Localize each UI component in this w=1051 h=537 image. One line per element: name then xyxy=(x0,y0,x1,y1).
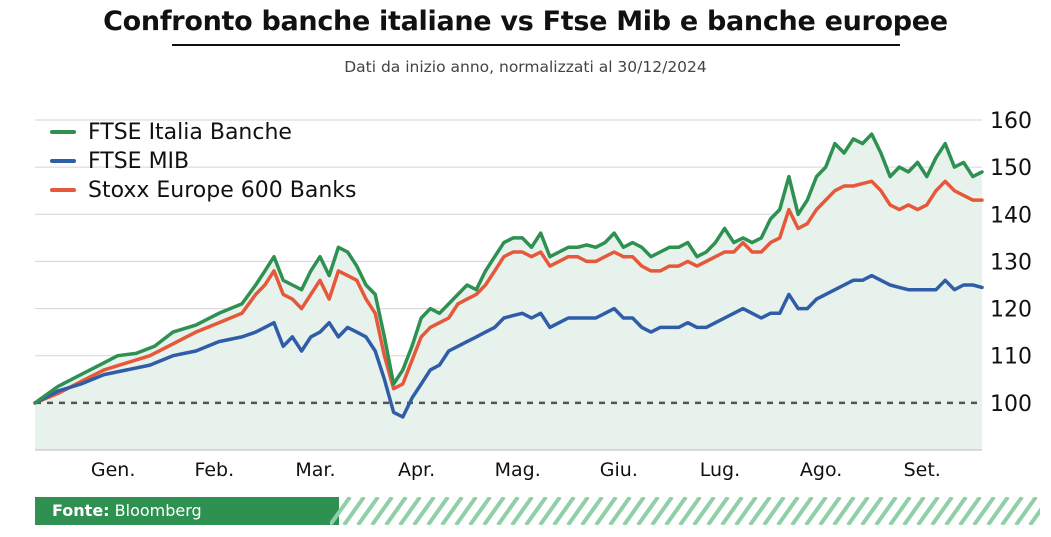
source-value: Bloomberg xyxy=(114,501,202,520)
y-tick-label: 150 xyxy=(990,156,1032,181)
chart-title: Confronto banche italiane vs Ftse Mib e … xyxy=(103,6,948,37)
x-tick-label: Feb. xyxy=(194,459,234,481)
hatch-stripe xyxy=(776,497,800,525)
y-tick-label: 100 xyxy=(990,392,1032,417)
legend-item: FTSE Italia Banche xyxy=(50,118,292,146)
hatch-stripe xyxy=(342,497,366,525)
hatch-stripe xyxy=(482,497,506,525)
hatch-stripe xyxy=(832,497,856,525)
legend-item: Stoxx Europe 600 Banks xyxy=(50,176,356,204)
area-under-ftse-italia-banche xyxy=(35,134,982,450)
source-text: Fonte: Bloomberg xyxy=(52,500,202,522)
hatch-stripe xyxy=(594,497,618,525)
hatch-stripe xyxy=(734,497,758,525)
y-tick-label: 110 xyxy=(990,345,1032,370)
hatch-stripe xyxy=(524,497,548,525)
legend-item: FTSE MIB xyxy=(50,147,189,175)
hatch-stripe xyxy=(706,497,730,525)
hatch-stripe xyxy=(1028,507,1040,525)
hatch-stripe xyxy=(664,497,688,525)
hatch-stripe xyxy=(426,497,450,525)
hatch-stripe xyxy=(1000,497,1024,525)
hatch-stripe xyxy=(958,497,982,525)
x-tick-label: Gen. xyxy=(91,459,136,481)
x-tick-label: Ago. xyxy=(800,459,842,481)
legend-swatch xyxy=(50,159,76,163)
source-bar xyxy=(35,497,339,525)
hatch-stripe xyxy=(510,497,534,525)
hatch-stripe xyxy=(930,497,954,525)
hatch-decoration xyxy=(330,497,1040,525)
title-underline xyxy=(172,44,900,46)
hatch-stripe xyxy=(748,497,772,525)
axes: 100 110 120 130 140 150 160 Gen. Feb. Mar. Apr. Mag… xyxy=(35,109,1032,481)
legend-label: Stoxx Europe 600 Banks xyxy=(88,177,357,203)
hatch-stripe xyxy=(860,497,884,525)
hatch-stripe xyxy=(986,497,1010,525)
hatch-stripe xyxy=(370,497,394,525)
legend-label: FTSE Italia Banche xyxy=(88,119,292,145)
y-tick-label: 120 xyxy=(990,298,1032,323)
y-tick-label: 140 xyxy=(990,203,1032,228)
hatch-stripe xyxy=(622,497,646,525)
hatch-stripe xyxy=(636,497,660,525)
legend-swatch xyxy=(50,130,76,134)
series-line-stoxx-europe-600-banks xyxy=(33,179,984,405)
x-tick-label: Mag. xyxy=(495,459,541,481)
hatch-stripe xyxy=(790,497,814,525)
source-label: Fonte: xyxy=(52,501,110,520)
series-line-ftse-italia-banche xyxy=(33,132,984,405)
hatch-stripe xyxy=(902,497,926,525)
hatch-stripe xyxy=(944,497,968,525)
hatch-stripe xyxy=(566,497,590,525)
y-tick-label: 130 xyxy=(990,250,1032,275)
hatch-stripe xyxy=(678,497,702,525)
hatch-stripe xyxy=(720,497,744,525)
x-tick-label: Set. xyxy=(904,459,941,481)
hatch-stripe xyxy=(916,497,940,525)
series-lines xyxy=(33,132,984,419)
hatch-stripe xyxy=(384,497,408,525)
legend-swatch xyxy=(50,188,76,192)
x-tick-label: Mar. xyxy=(295,459,335,481)
hatch-stripe xyxy=(398,497,422,525)
area-fill xyxy=(35,134,982,450)
chart-subtitle: Dati da inizio anno, normalizzati al 30/… xyxy=(344,58,707,76)
hatch-stripe xyxy=(454,497,478,525)
x-tick-label: Apr. xyxy=(398,459,435,481)
hatch-stripe xyxy=(888,497,912,525)
hatch-stripe xyxy=(538,497,562,525)
hatch-stripe xyxy=(874,497,898,525)
hatch-stripe xyxy=(330,497,352,525)
hatch-stripe xyxy=(608,497,632,525)
hatch-stripe xyxy=(818,497,842,525)
hatch-stripe xyxy=(356,497,380,525)
hatch-stripe xyxy=(580,497,604,525)
series-line-ftse-mib xyxy=(33,273,984,419)
hatch-stripe xyxy=(692,497,716,525)
hatch-stripe xyxy=(440,497,464,525)
hatch-stripe xyxy=(972,497,996,525)
hatch-stripe xyxy=(846,497,870,525)
hatch-stripe xyxy=(468,497,492,525)
hatch-stripe xyxy=(804,497,828,525)
hatch-stripe xyxy=(1014,497,1038,525)
x-tick-label: Lug. xyxy=(700,459,740,481)
hatch-stripe xyxy=(762,497,786,525)
hatch-stripe xyxy=(496,497,520,525)
hatch-stripe xyxy=(552,497,576,525)
hatch-stripe xyxy=(412,497,436,525)
y-tick-label: 160 xyxy=(990,109,1032,134)
x-tick-label: Giu. xyxy=(600,459,638,481)
legend-label: FTSE MIB xyxy=(88,148,190,174)
hatch-stripe xyxy=(650,497,674,525)
